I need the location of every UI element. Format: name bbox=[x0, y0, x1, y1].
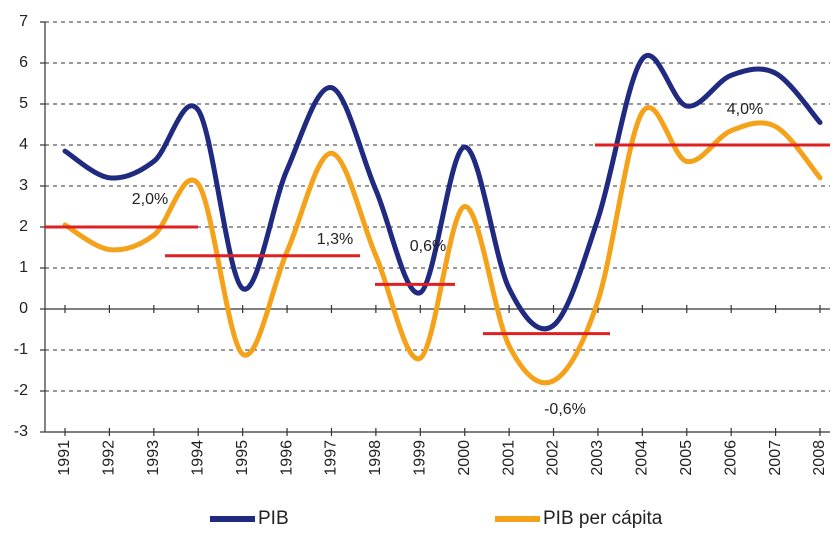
x-tick-label: 1992 bbox=[101, 440, 118, 476]
y-tick-label: 3 bbox=[19, 177, 28, 194]
x-tick-label: 2004 bbox=[634, 440, 651, 476]
y-tick-label: 7 bbox=[19, 13, 28, 30]
y-tick-label: 4 bbox=[19, 136, 28, 153]
y-tick-label: 5 bbox=[19, 95, 28, 112]
x-tick-label: 2005 bbox=[678, 440, 695, 476]
x-tick-label: 1999 bbox=[412, 440, 429, 476]
average-label: 0,6% bbox=[410, 238, 446, 255]
x-tick-label: 2007 bbox=[767, 440, 784, 476]
average-label: -0,6% bbox=[544, 401, 586, 418]
x-tick-label: 1994 bbox=[189, 440, 206, 476]
y-tick-label: -2 bbox=[14, 382, 28, 399]
y-tick-label: 6 bbox=[19, 54, 28, 71]
x-tick-label: 2000 bbox=[456, 440, 473, 476]
x-tick-label: 1996 bbox=[278, 440, 295, 476]
y-tick-label: 1 bbox=[19, 259, 28, 276]
x-tick-label: 2008 bbox=[811, 440, 828, 476]
x-tick-label: 1997 bbox=[323, 440, 340, 476]
legend-label: PIB bbox=[258, 508, 289, 529]
x-tick-label: 2003 bbox=[589, 440, 606, 476]
x-tick-label: 2002 bbox=[545, 440, 562, 476]
series-line bbox=[62, 53, 823, 332]
average-label: 4,0% bbox=[727, 101, 763, 118]
x-tick-label: 1991 bbox=[56, 440, 73, 476]
x-tick-label: 2001 bbox=[500, 440, 517, 476]
x-tick-label: 1998 bbox=[367, 440, 384, 476]
average-label: 1,3% bbox=[317, 231, 353, 248]
x-tick-label: 1995 bbox=[234, 440, 251, 476]
average-label: 2,0% bbox=[132, 191, 168, 208]
x-tick-label: 2006 bbox=[722, 440, 739, 476]
y-tick-label: -1 bbox=[14, 341, 28, 358]
y-tick-label: -3 bbox=[14, 423, 28, 440]
y-tick-label: 0 bbox=[19, 300, 28, 317]
x-tick-label: 1993 bbox=[145, 440, 162, 476]
series-line bbox=[62, 105, 823, 386]
legend-label: PIB per cápita bbox=[543, 508, 663, 529]
y-tick-label: 2 bbox=[19, 218, 28, 235]
